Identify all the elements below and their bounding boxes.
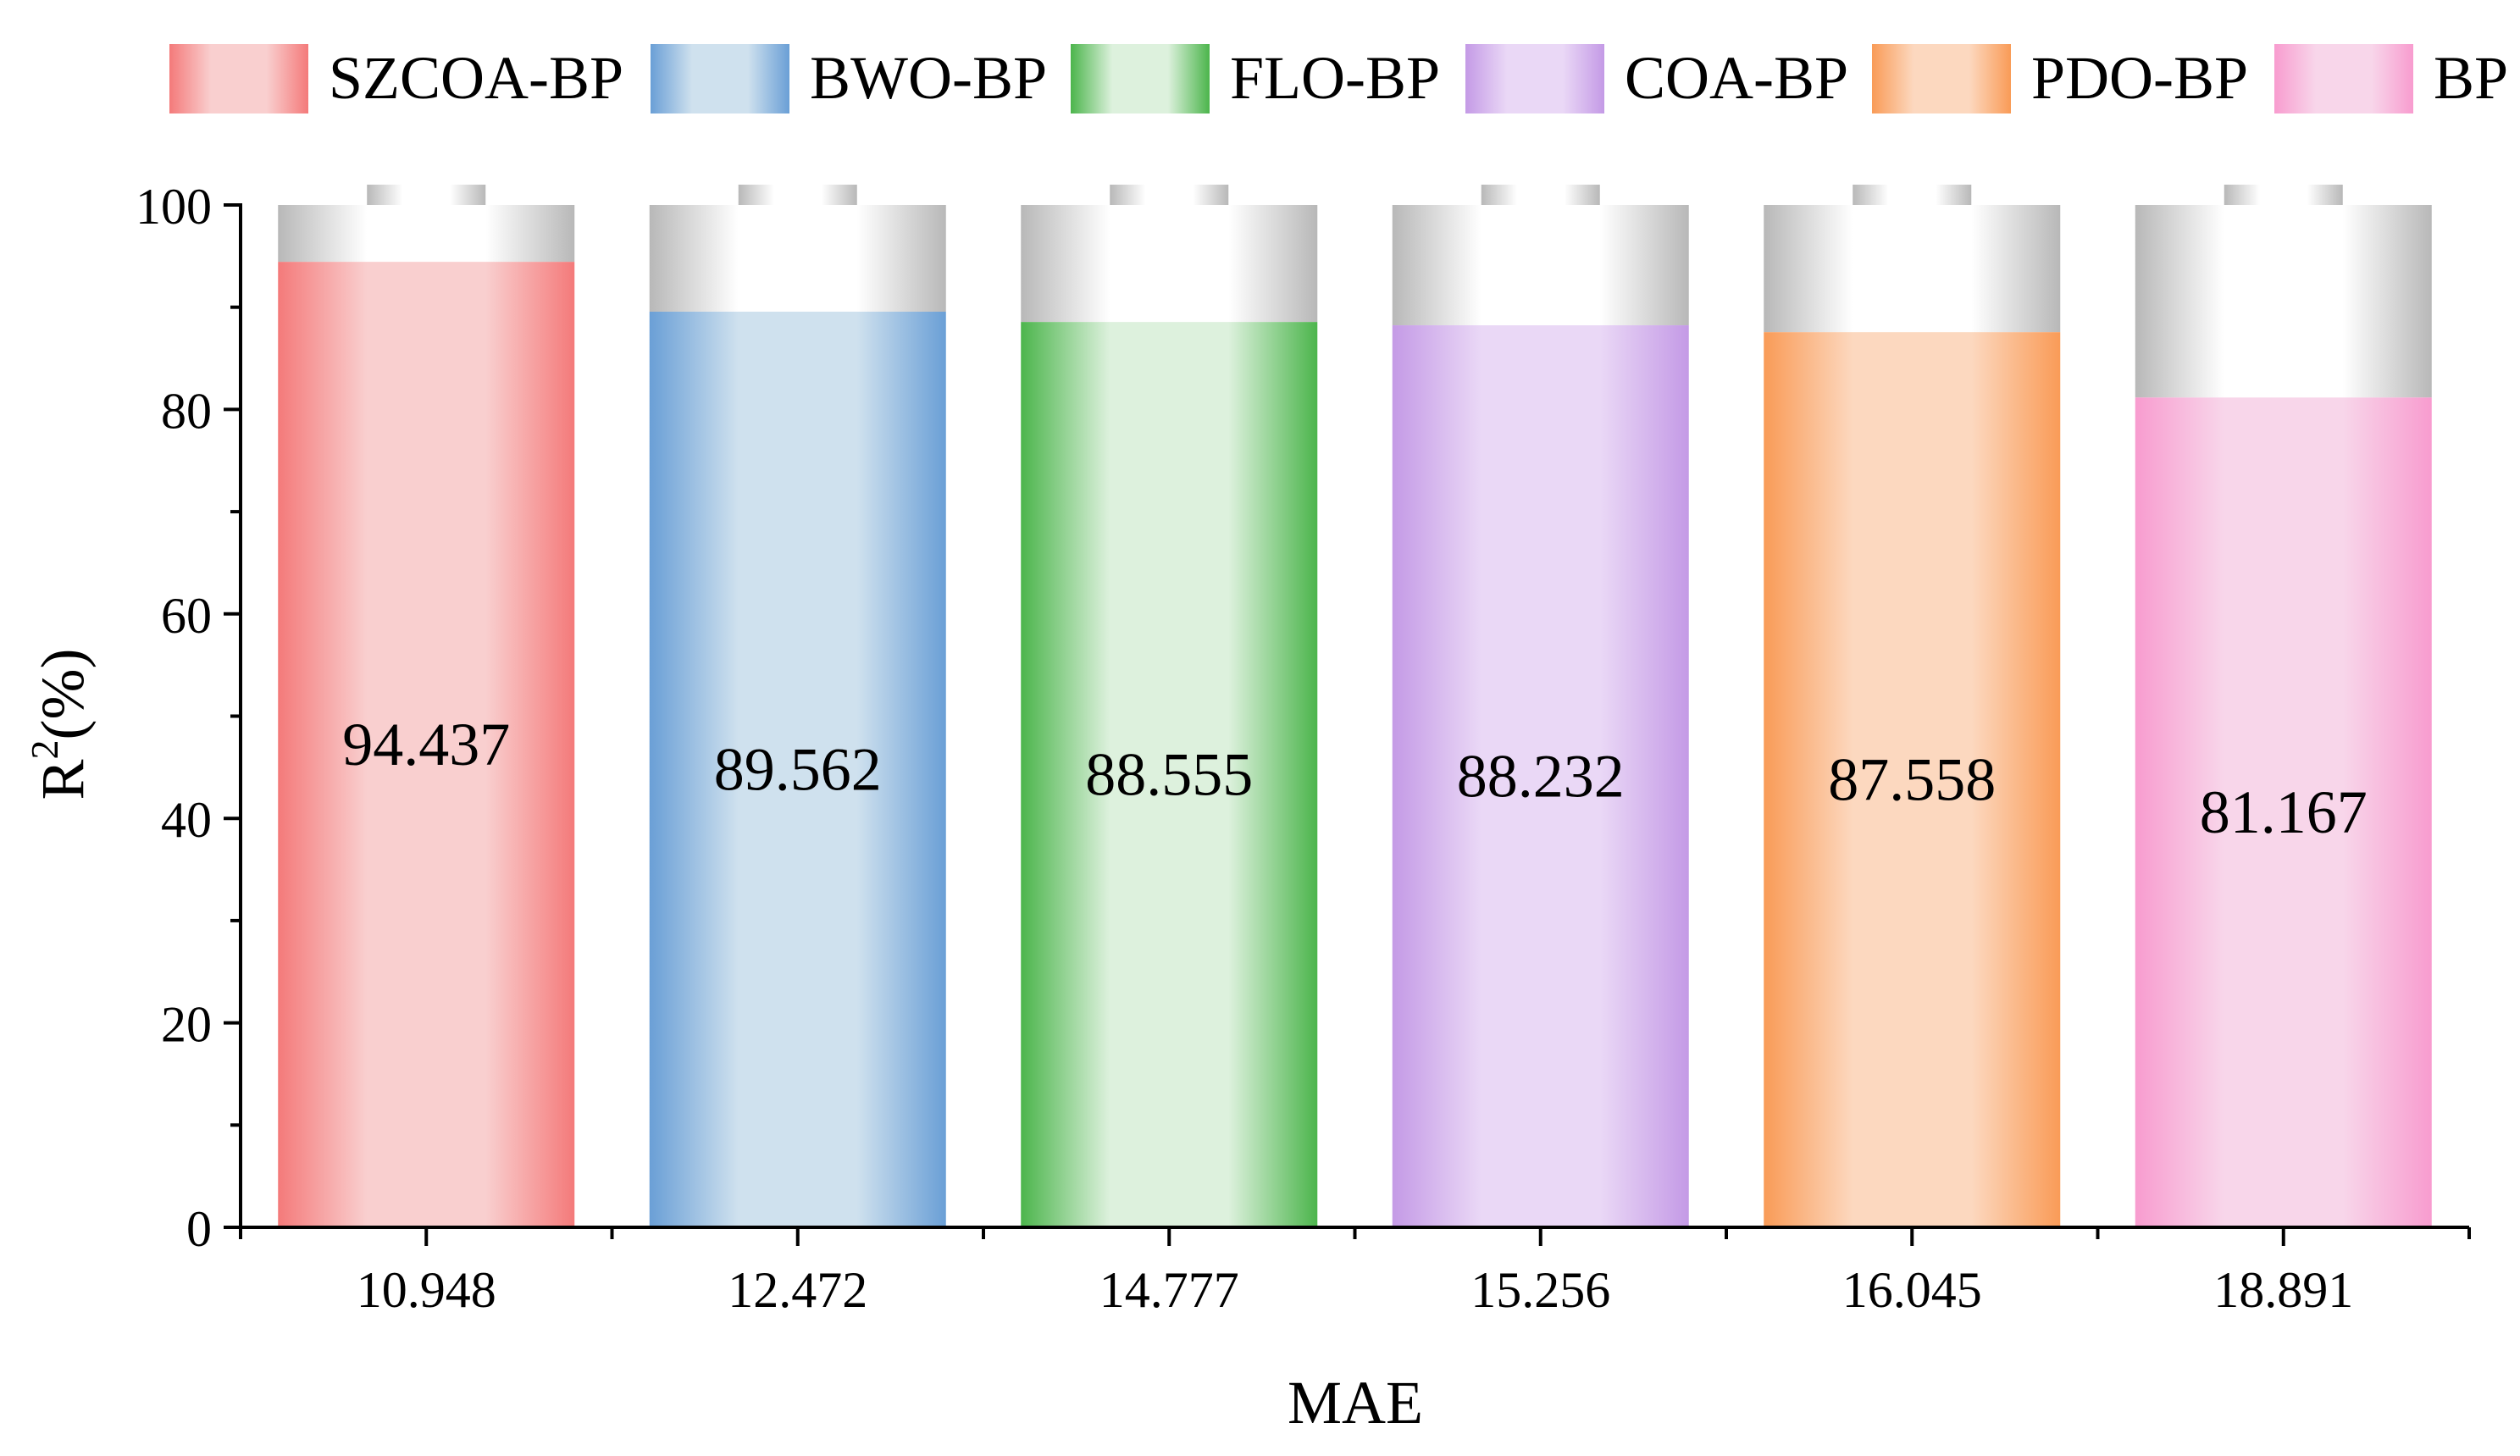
bar-cap: [738, 185, 857, 205]
y-tick-label: 60: [161, 588, 212, 644]
y-axis-title-sup: 2: [23, 739, 66, 759]
data-label: 88.232: [1457, 743, 1625, 811]
data-label: 81.167: [2200, 778, 2368, 846]
bar-capacity: [1764, 205, 2061, 333]
legend-swatch: [1071, 44, 1210, 113]
legend-swatch: [651, 44, 789, 113]
bar: [278, 262, 575, 1228]
data-label: 88.555: [1085, 741, 1253, 809]
bar-cap: [1481, 185, 1600, 205]
bar-capacity: [1021, 205, 1318, 323]
data-label: 89.562: [714, 735, 882, 803]
y-tick-label: 0: [186, 1201, 212, 1257]
y-tick-label: 100: [136, 179, 212, 235]
legend-swatch: [2274, 44, 2413, 113]
legend-label: COA-BP: [1625, 44, 1848, 112]
x-tick-label: 12.472: [728, 1262, 867, 1318]
plot-area: 94.437 89.562 88.555 88.232 87.558 81.167: [278, 185, 2432, 1228]
bar: [1021, 322, 1318, 1228]
legend-swatch: [169, 44, 308, 113]
x-tick-label: 14.777: [1099, 1262, 1239, 1318]
data-label: 87.558: [1828, 746, 1996, 814]
x-tick-label: 18.891: [2213, 1262, 2353, 1318]
legend-swatch: [1872, 44, 2011, 113]
y-axis-title: R2(%): [23, 649, 97, 800]
legend-label: PDO-BP: [2031, 44, 2248, 112]
legend-label: SZCOA-BP: [329, 44, 623, 112]
y-axis-title-main: R: [29, 759, 97, 800]
x-tick-label: 15.256: [1470, 1262, 1610, 1318]
legend: SZCOA-BP BWO-BP FLO-BP COA-BP PDO-BP BP: [169, 44, 2508, 113]
x-tick-label: 10.948: [357, 1262, 496, 1318]
bar-capacity: [1392, 205, 1689, 326]
bar-cap: [367, 185, 486, 205]
y-tick-label: 40: [161, 792, 212, 848]
legend-label: FLO-BP: [1230, 44, 1440, 112]
bar: [1392, 325, 1689, 1227]
x-tick-label: 16.045: [1842, 1262, 1982, 1318]
bar-cap: [2224, 185, 2343, 205]
x-axis-title: MAE: [1288, 1369, 1423, 1437]
axes: 0 20 40 60 80 100 10.948 12.472 14.777 15.256 16.0…: [136, 179, 2471, 1318]
data-label: 94.437: [342, 711, 510, 778]
bar: [649, 311, 946, 1227]
legend-label: BWO-BP: [810, 44, 1047, 112]
bar-cap: [1853, 185, 1972, 205]
y-tick-label: 20: [161, 997, 212, 1053]
bar: [1764, 332, 2061, 1227]
y-tick-label: 80: [161, 383, 212, 439]
bar-cap: [1110, 185, 1229, 205]
bar-capacity: [2135, 205, 2432, 398]
bar: [2135, 397, 2432, 1227]
bar-capacity: [649, 205, 946, 312]
legend-swatch: [1465, 44, 1604, 113]
legend-label: BP: [2434, 44, 2508, 112]
y-axis-title-suffix: (%): [29, 649, 97, 740]
bar-capacity: [278, 205, 575, 263]
